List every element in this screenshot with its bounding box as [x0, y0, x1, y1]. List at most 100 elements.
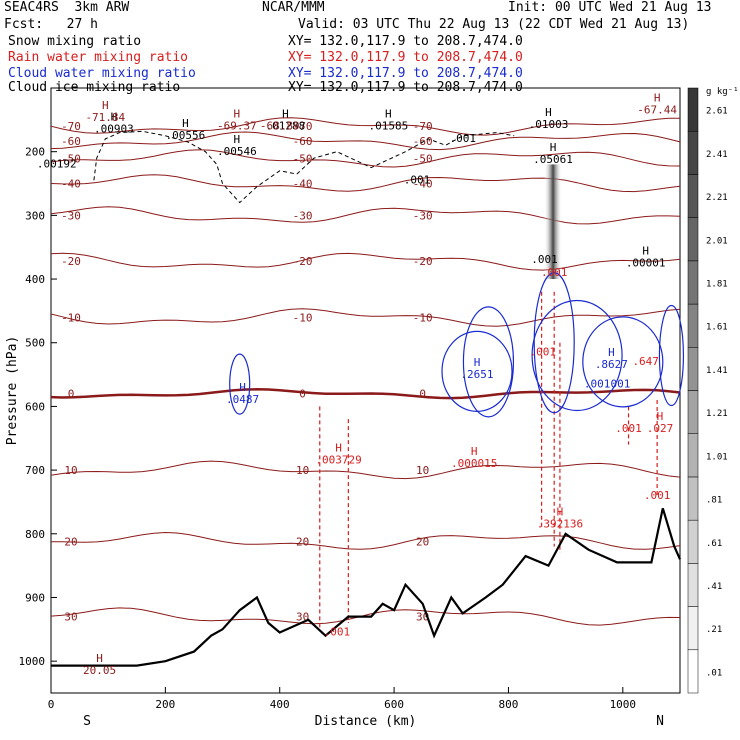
plot-frame — [50, 87, 681, 694]
temperature-contour-label: -50 — [61, 153, 81, 166]
extremum-marker: H — [474, 356, 481, 369]
temperature-contour-label: -50 — [293, 153, 313, 166]
colorbar-tick-label: .81 — [706, 496, 722, 506]
temperature-contour — [50, 149, 681, 168]
colorbar-segment — [687, 649, 699, 694]
extremum-marker: H — [557, 505, 564, 518]
contour-value-label: .00001 — [626, 256, 666, 269]
init-time: Init: 00 UTC Wed 21 Aug 13 — [508, 0, 712, 15]
colorbar-tick-label: 1.81 — [706, 279, 728, 289]
y-tick-label: 700 — [25, 464, 45, 477]
contour-value-label: .003729 — [315, 454, 361, 467]
x-tick-label: 800 — [499, 698, 519, 711]
field-xy-cloud-water: XY= 132.0,117.9 to 208.7,474.0 — [288, 66, 523, 81]
cloud-water-contour — [531, 299, 623, 412]
temperature-contour-label: 10 — [416, 464, 429, 477]
colorbar-tick-label: 1.01 — [706, 452, 728, 462]
colorbar-segment — [687, 519, 699, 564]
temperature-contour-label: 0 — [299, 388, 306, 401]
contour-value-label: .001 — [541, 266, 568, 279]
extremum-marker: H — [545, 106, 552, 119]
contour-value-label: .001 — [324, 626, 351, 639]
y-tick-label: 300 — [25, 209, 45, 222]
colorbar-segment — [687, 260, 699, 305]
y-tick-label: 500 — [25, 337, 45, 350]
contour-value-label: .000015 — [451, 457, 497, 470]
contour-value-label: -71.84 — [85, 111, 125, 124]
temperature-contour — [50, 252, 681, 271]
contour-value-label: .00556 — [166, 129, 206, 142]
extremum-marker: H — [657, 410, 664, 423]
y-tick-label: 600 — [25, 400, 45, 413]
temperature-contour — [50, 531, 681, 550]
temperature-contour-label: -10 — [413, 311, 433, 324]
temperature-contour-label: -70 — [61, 120, 81, 133]
temperature-contour-label: -20 — [61, 255, 81, 268]
cloud-water-contour — [462, 306, 515, 418]
field-xy-snow: XY= 132.0,117.9 to 208.7,474.0 — [288, 34, 523, 49]
x-tick-label: 1000 — [610, 698, 637, 711]
colorbar-tick-label: 2.21 — [706, 193, 728, 203]
colorbar-segment — [687, 606, 699, 651]
colorbar-segment — [687, 174, 699, 218]
model-title: SEAC4RS 3km ARW — [4, 0, 130, 15]
temperature-contour — [50, 206, 681, 225]
temperature-contour-label: -70 — [293, 120, 313, 133]
temperature-contour-label: -30 — [413, 209, 433, 222]
cloud-water-contour — [229, 353, 251, 415]
y-tick-label: 1000 — [19, 655, 46, 668]
extremum-marker: H — [654, 91, 661, 104]
contour-value-label: -68.89 — [260, 119, 300, 132]
x-tick-label: 600 — [384, 698, 404, 711]
extremum-marker: H — [385, 107, 392, 120]
temperature-contour-label: 0 — [68, 388, 75, 401]
temperature-contour — [50, 607, 681, 626]
cloud-water-contour — [533, 272, 575, 414]
contour-value-label: .0487 — [226, 393, 259, 406]
colorbar-segment — [687, 303, 699, 348]
contour-value-label: .8627 — [595, 358, 628, 371]
contour-value-label: .2651 — [460, 368, 493, 381]
field-xy-rain: XY= 132.0,117.9 to 208.7,474.0 — [288, 50, 523, 65]
temperature-contour-label: -20 — [413, 255, 433, 268]
colorbar-tick-label: .61 — [706, 539, 722, 549]
y-tick-label: 400 — [25, 273, 45, 286]
contour-value-label: .001 — [584, 377, 611, 390]
extremum-marker: H — [642, 244, 649, 257]
field-name-rain: Rain water mixing ratio — [8, 50, 189, 65]
snow-contour — [93, 130, 515, 204]
colorbar-segment — [687, 130, 699, 175]
temperature-contour-label: -10 — [61, 311, 81, 324]
temperature-contour-label: -30 — [61, 209, 81, 222]
x-tick-label: 400 — [270, 698, 290, 711]
extremum-marker: H — [96, 652, 103, 665]
temperature-contour — [50, 174, 681, 193]
contour-value-label: -69.37 — [217, 119, 257, 132]
extremum-marker: H — [335, 442, 342, 455]
temperature-contour-label: -40 — [61, 178, 81, 191]
colorbar-tick-label: .41 — [706, 582, 722, 592]
endpoint-right-label: N — [656, 714, 664, 729]
contour-value-label: .647 — [632, 355, 659, 368]
temperature-contour-label: -70 — [413, 120, 433, 133]
x-tick-label: 200 — [155, 698, 175, 711]
temperature-contour-label: 30 — [64, 611, 77, 624]
colorbar-segment — [687, 476, 699, 521]
temperature-contour — [50, 460, 681, 480]
extremum-marker: H — [282, 107, 289, 120]
contour-value-label: .001 — [449, 132, 476, 145]
extremum-marker: H — [239, 381, 246, 394]
temperature-contour-label: 20 — [64, 535, 77, 548]
endpoint-left-label: S — [83, 714, 91, 729]
colorbar-tick-label: 2.01 — [706, 236, 728, 246]
temperature-contour-label: -20 — [293, 255, 313, 268]
contour-value-label: .027 — [647, 422, 674, 435]
temperature-contour — [50, 117, 680, 136]
terrain-line — [51, 507, 682, 667]
colorbar-tick-label: 1.41 — [706, 366, 728, 376]
contour-value-label: .05061 — [533, 153, 573, 166]
temperature-contour-label: -40 — [413, 178, 433, 191]
contour-value-label: .001 — [604, 377, 631, 390]
temperature-contour-label: -50 — [413, 153, 433, 166]
contour-value-label: .001 — [531, 253, 558, 266]
